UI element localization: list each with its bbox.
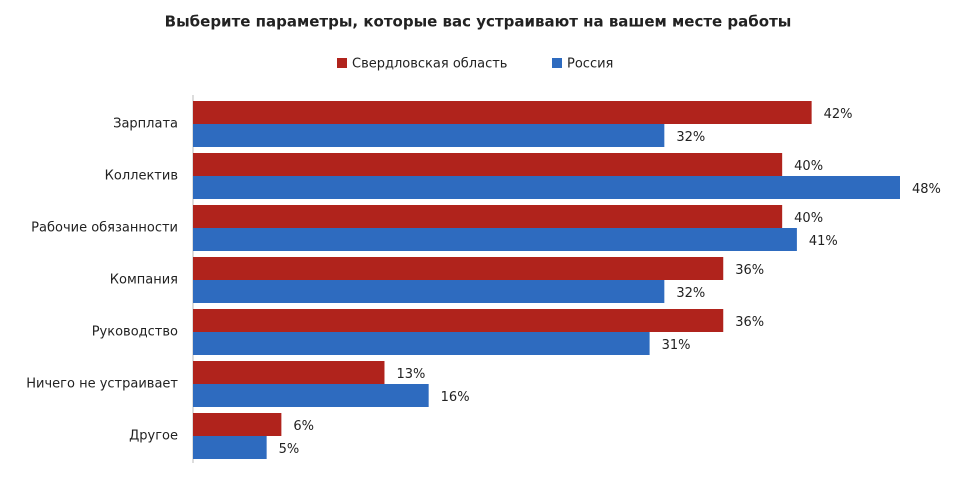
bar (193, 153, 783, 176)
bar (193, 413, 282, 436)
category-label: Ничего не устраивает (26, 377, 178, 392)
chart-title: Выберите параметры, которые вас устраива… (165, 13, 792, 31)
value-label: 48% (912, 182, 941, 197)
bar (193, 384, 429, 407)
value-label: 36% (735, 315, 764, 330)
bar (193, 332, 650, 355)
value-label: 31% (662, 338, 691, 353)
legend-label: Свердловская область (352, 57, 507, 72)
value-label: 13% (396, 367, 425, 382)
category-label: Рабочие обязанности (31, 221, 178, 236)
bar (193, 101, 812, 124)
bar (193, 124, 665, 147)
value-label: 41% (809, 234, 838, 249)
category-label: Другое (129, 429, 178, 444)
legend-label: Россия (567, 57, 613, 72)
value-label: 40% (794, 211, 823, 226)
value-label: 40% (794, 159, 823, 174)
bar (193, 176, 900, 199)
bar (193, 257, 724, 280)
legend-swatch (552, 58, 562, 68)
bar (193, 309, 724, 332)
bar (193, 280, 665, 303)
category-label: Зарплата (113, 117, 178, 132)
value-label: 42% (824, 107, 853, 122)
value-label: 32% (676, 130, 705, 145)
bar (193, 205, 783, 228)
value-label: 5% (279, 442, 300, 457)
value-label: 32% (676, 286, 705, 301)
bar (193, 228, 797, 251)
legend-swatch (337, 58, 347, 68)
value-label: 6% (293, 419, 314, 434)
bar (193, 436, 267, 459)
value-label: 36% (735, 263, 764, 278)
value-label: 16% (441, 390, 470, 405)
bar (193, 361, 385, 384)
category-label: Руководство (92, 325, 178, 340)
category-label: Коллектив (105, 169, 178, 184)
category-label: Компания (110, 273, 178, 288)
